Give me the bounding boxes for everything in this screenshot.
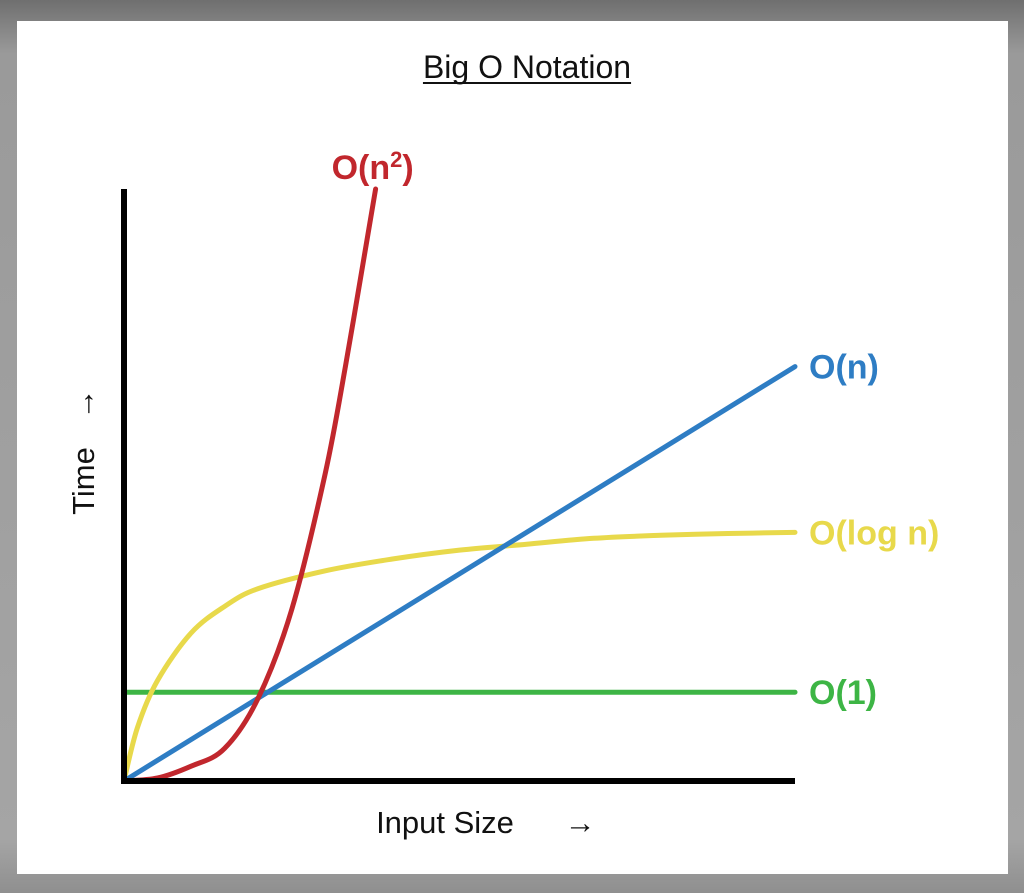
chart-title: Big O Notation [423, 49, 631, 85]
series-line-o-log-n [121, 529, 798, 784]
series-line-o-n-squared [121, 186, 379, 784]
plot-lines [121, 186, 798, 784]
x-axis-label: Input Size [376, 805, 514, 840]
series-line-o-n [121, 364, 798, 784]
big-o-chart: Big O Notation O(n2) O(n) O(log n) O(1) Inp… [66, 49, 940, 840]
y-axis-label: Time [66, 447, 101, 515]
chart-card: Big O Notation O(n2) O(n) O(log n) O(1) Inp… [17, 21, 1008, 874]
series-labels: O(n2) O(n) O(log n) O(1) [332, 147, 940, 712]
y-axis-arrow: → [66, 389, 101, 420]
x-axis-arrow: → [565, 805, 596, 840]
series-label-o-1: O(1) [809, 674, 877, 712]
series-label-o-n-squared: O(n2) [332, 147, 414, 187]
series-label-o-log-n: O(log n) [809, 514, 939, 552]
series-label-o-n: O(n) [809, 349, 879, 387]
